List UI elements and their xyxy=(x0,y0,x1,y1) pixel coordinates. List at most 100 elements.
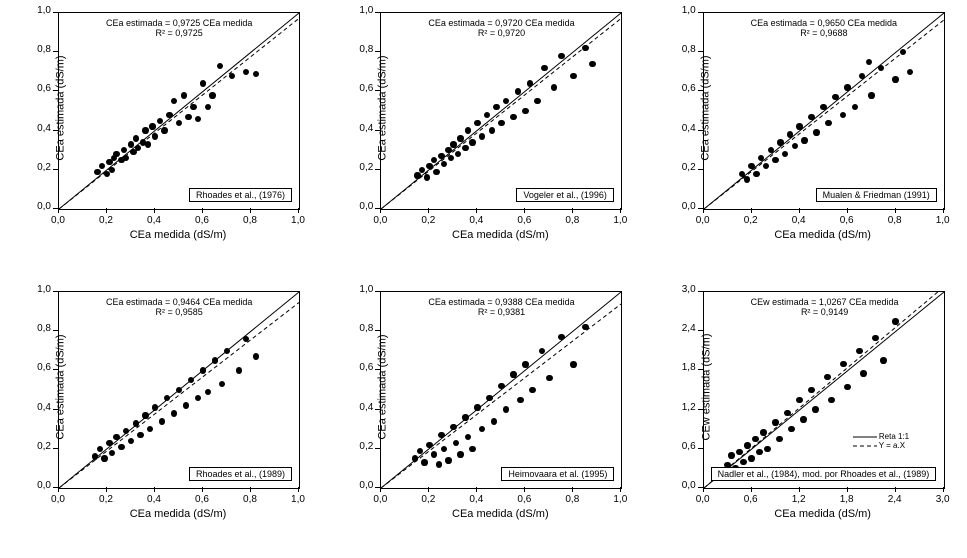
data-point xyxy=(436,461,442,467)
x-tick-label: 1,0 xyxy=(608,494,632,505)
y-tick-label: 0,2 xyxy=(25,162,51,173)
y-tick-label: 0,8 xyxy=(347,323,373,334)
data-point xyxy=(828,397,834,403)
data-point xyxy=(493,104,499,110)
x-tick-label: 1,0 xyxy=(931,215,955,226)
y-tick-label: 0,0 xyxy=(25,201,51,212)
y-tick-label: 0,4 xyxy=(25,123,51,134)
data-point xyxy=(462,414,468,420)
equation-line: CEw estimada = 1,0267 CEa medida xyxy=(751,297,899,307)
data-point xyxy=(176,120,182,126)
data-point xyxy=(527,80,533,86)
identity-line xyxy=(704,292,944,488)
scatter-plot-mualen1991: 0,00,20,40,60,81,00,00,20,40,60,81,0CEa … xyxy=(645,0,967,279)
y-tick-label: 0,0 xyxy=(670,480,696,491)
data-point xyxy=(541,65,547,71)
x-axis-label: CEa medida (dS/m) xyxy=(380,229,620,241)
y-tick-label: 1,0 xyxy=(347,5,373,16)
equation-box: CEw estimada = 1,0267 CEa medidaR² = 0,9… xyxy=(751,297,899,317)
data-point xyxy=(812,406,818,412)
y-axis-label: CEa estimada (dS/m) xyxy=(55,334,67,439)
x-tick-label: 0,8 xyxy=(883,215,907,226)
data-point xyxy=(825,120,831,126)
x-tick-label: 0,4 xyxy=(464,494,488,505)
x-tick-label: 0,6 xyxy=(512,494,536,505)
y-tick-label: 0,6 xyxy=(25,362,51,373)
x-tick-label: 0,4 xyxy=(142,494,166,505)
data-point xyxy=(469,139,475,145)
data-point xyxy=(161,127,167,133)
x-tick-label: 0,0 xyxy=(691,494,715,505)
identity-line xyxy=(59,13,299,209)
data-point xyxy=(872,335,878,341)
model-name-box: Rhoades et al., (1976) xyxy=(189,188,292,202)
data-point xyxy=(433,169,439,175)
y-tick-label: 0,6 xyxy=(347,362,373,373)
data-point xyxy=(824,374,830,380)
data-point xyxy=(840,112,846,118)
data-point xyxy=(784,410,790,416)
data-point xyxy=(149,123,155,129)
data-point xyxy=(892,318,898,324)
data-point xyxy=(777,139,783,145)
y-tick-label: 0,0 xyxy=(347,201,373,212)
data-point xyxy=(200,367,206,373)
data-point xyxy=(453,440,459,446)
data-point xyxy=(880,357,886,363)
data-point xyxy=(589,61,595,67)
y-axis-label: CEw estimada (dS/m) xyxy=(700,334,712,441)
data-point xyxy=(489,127,495,133)
data-point xyxy=(753,171,759,177)
y-tick-label: 1,8 xyxy=(670,362,696,373)
y-axis-label: CEa estimada (dS/m) xyxy=(55,55,67,160)
data-point xyxy=(445,457,451,463)
data-point xyxy=(94,169,100,175)
data-point xyxy=(253,71,259,77)
plot-area xyxy=(703,291,945,489)
x-tick-label: 0,6 xyxy=(190,494,214,505)
x-tick-label: 0,2 xyxy=(739,215,763,226)
data-point xyxy=(185,114,191,120)
data-point xyxy=(128,141,134,147)
data-point xyxy=(462,145,468,151)
y-axis-label: CEa estimada (dS/m) xyxy=(699,55,711,160)
data-point xyxy=(582,45,588,51)
x-tick-label: 0,2 xyxy=(416,215,440,226)
data-point xyxy=(529,387,535,393)
data-point xyxy=(253,353,259,359)
y-tick-label: 0,4 xyxy=(25,402,51,413)
fit-line xyxy=(704,20,944,209)
data-point xyxy=(844,384,850,390)
data-point xyxy=(474,120,480,126)
x-tick-label: 3,0 xyxy=(931,494,955,505)
y-tick-label: 0,2 xyxy=(670,162,696,173)
data-point xyxy=(787,131,793,137)
equation-box: CEa estimada = 0,9388 CEa medidaR² = 0,9… xyxy=(428,297,574,317)
data-point xyxy=(438,432,444,438)
data-point xyxy=(558,334,564,340)
data-point xyxy=(859,73,865,79)
data-point xyxy=(157,118,163,124)
scatter-plot-vogeler1996: 0,00,20,40,60,81,00,00,20,40,60,81,0CEa … xyxy=(322,0,644,279)
data-point xyxy=(801,137,807,143)
data-point xyxy=(133,135,139,141)
y-tick-label: 0,4 xyxy=(347,123,373,134)
x-tick-label: 1,0 xyxy=(286,215,310,226)
data-point xyxy=(776,436,782,442)
data-point xyxy=(152,404,158,410)
y-tick-label: 0,6 xyxy=(25,83,51,94)
data-point xyxy=(200,80,206,86)
x-axis-label: CEa medida (dS/m) xyxy=(58,508,298,520)
equation-line: CEa estimada = 0,9650 CEa medida xyxy=(751,18,897,28)
x-tick-label: 0,0 xyxy=(368,494,392,505)
legend-label: Reta 1:1 xyxy=(879,432,909,441)
data-point xyxy=(469,446,475,452)
data-point xyxy=(522,361,528,367)
x-tick-label: 0,0 xyxy=(368,215,392,226)
data-point xyxy=(236,367,242,373)
fit-line xyxy=(59,303,299,488)
data-point xyxy=(118,444,124,450)
x-tick-label: 0,8 xyxy=(238,494,262,505)
equation-line: CEa estimada = 0,9725 CEa medida xyxy=(106,18,252,28)
data-point xyxy=(212,357,218,363)
